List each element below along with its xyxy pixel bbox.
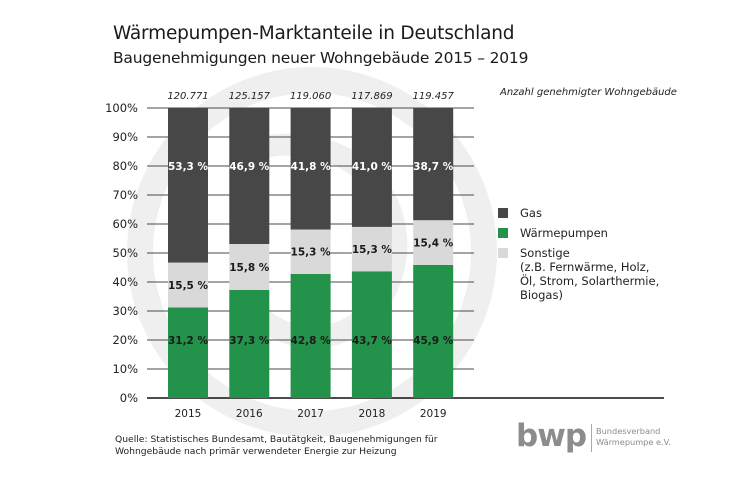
logo-divider xyxy=(591,424,592,452)
bar-gas xyxy=(290,108,331,230)
bar-sonstige xyxy=(413,220,454,265)
data-label-gas: 38,7 % xyxy=(413,161,454,173)
data-label-sonstige: 15,5 % xyxy=(168,280,209,292)
total-label: 119.457 xyxy=(413,91,455,102)
data-label-sonstige: 15,8 % xyxy=(229,262,270,274)
legend: Gas Wärmepumpen Sonstige (z.B. Fernwärme… xyxy=(498,206,659,308)
data-label-gas: 41,8 % xyxy=(291,161,332,173)
chart-title: Wärmepumpen-Marktanteile in Deutschland xyxy=(113,23,515,44)
y-tick-label: 20% xyxy=(112,333,138,347)
bwp-logo: bwp Bundesverband Wärmepumpe e.V. xyxy=(516,418,686,456)
legend-item-gas: Gas xyxy=(498,206,659,220)
bar-waermepumpen xyxy=(413,264,454,398)
bar-waermepumpen xyxy=(351,271,392,398)
y-tick-label: 10% xyxy=(112,362,138,376)
bar-sonstige xyxy=(229,244,270,290)
bar-gas xyxy=(413,108,454,221)
bar-sonstige xyxy=(290,229,331,274)
bar-waermepumpen xyxy=(229,289,270,398)
y-tick-label: 90% xyxy=(112,130,138,144)
bar-gas xyxy=(229,108,270,245)
x-tick-label: 2018 xyxy=(359,408,386,420)
data-label-waermepumpen: 31,2 % xyxy=(168,335,209,347)
x-tick-label: 2017 xyxy=(297,408,324,420)
bar-gas xyxy=(351,108,392,227)
chart-subtitle: Baugenehmigungen neuer Wohngebäude 2015 … xyxy=(113,49,529,67)
y-tick-label: 50% xyxy=(112,246,138,260)
y-tick-label: 30% xyxy=(112,304,138,318)
legend-item-sonstige: Sonstige (z.B. Fernwärme, Holz, Öl, Stro… xyxy=(498,246,659,302)
data-label-waermepumpen: 42,8 % xyxy=(291,335,332,347)
data-label-waermepumpen: 43,7 % xyxy=(352,335,393,347)
legend-item-waermepumpen: Wärmepumpen xyxy=(498,226,659,240)
total-label: 117.869 xyxy=(351,91,392,102)
data-label-sonstige: 15,3 % xyxy=(291,247,332,259)
data-label-gas: 41,0 % xyxy=(352,161,393,173)
legend-label-sonstige: Sonstige (z.B. Fernwärme, Holz, Öl, Stro… xyxy=(520,246,660,302)
total-label: 125.157 xyxy=(229,91,271,102)
watermark-ring xyxy=(127,67,497,437)
bar-sonstige xyxy=(351,226,392,272)
legend-label-gas: Gas xyxy=(520,206,542,220)
logo-text: Bundesverband Wärmepumpe e.V. xyxy=(596,426,671,447)
data-label-sonstige: 15,4 % xyxy=(413,238,454,250)
bar-sonstige xyxy=(168,262,208,308)
y-tick-label: 80% xyxy=(112,159,138,173)
y-tick-label: 60% xyxy=(112,217,138,231)
logo-mark: bwp xyxy=(516,418,587,454)
legend-label-waermepumpen: Wärmepumpen xyxy=(520,226,608,240)
totals-caption: Anzahl genehmigter Wohngebäude xyxy=(500,87,677,98)
x-tick-label: 2015 xyxy=(175,408,202,420)
x-tick-label: 2016 xyxy=(236,408,263,420)
y-tick-label: 70% xyxy=(112,188,138,202)
y-tick-label: 0% xyxy=(120,391,138,405)
legend-swatch-gas xyxy=(498,208,508,218)
data-label-sonstige: 15,3 % xyxy=(352,244,393,256)
legend-swatch-sonstige xyxy=(498,248,508,258)
legend-swatch-waermepumpen xyxy=(498,228,508,238)
data-label-gas: 46,9 % xyxy=(229,161,270,173)
source-note: Quelle: Statistisches Bundesamt, Bautätg… xyxy=(115,434,438,457)
data-label-waermepumpen: 45,9 % xyxy=(413,335,454,347)
x-tick-label: 2019 xyxy=(420,408,447,420)
y-tick-label: 40% xyxy=(112,275,138,289)
data-label-waermepumpen: 37,3 % xyxy=(229,335,270,347)
bar-waermepumpen xyxy=(290,273,331,398)
bar-gas xyxy=(168,108,208,263)
total-label: 120.771 xyxy=(167,91,208,102)
bar-waermepumpen xyxy=(168,307,208,398)
y-tick-label: 100% xyxy=(105,101,138,115)
data-label-gas: 53,3 % xyxy=(168,161,209,173)
total-label: 119.060 xyxy=(290,91,331,102)
